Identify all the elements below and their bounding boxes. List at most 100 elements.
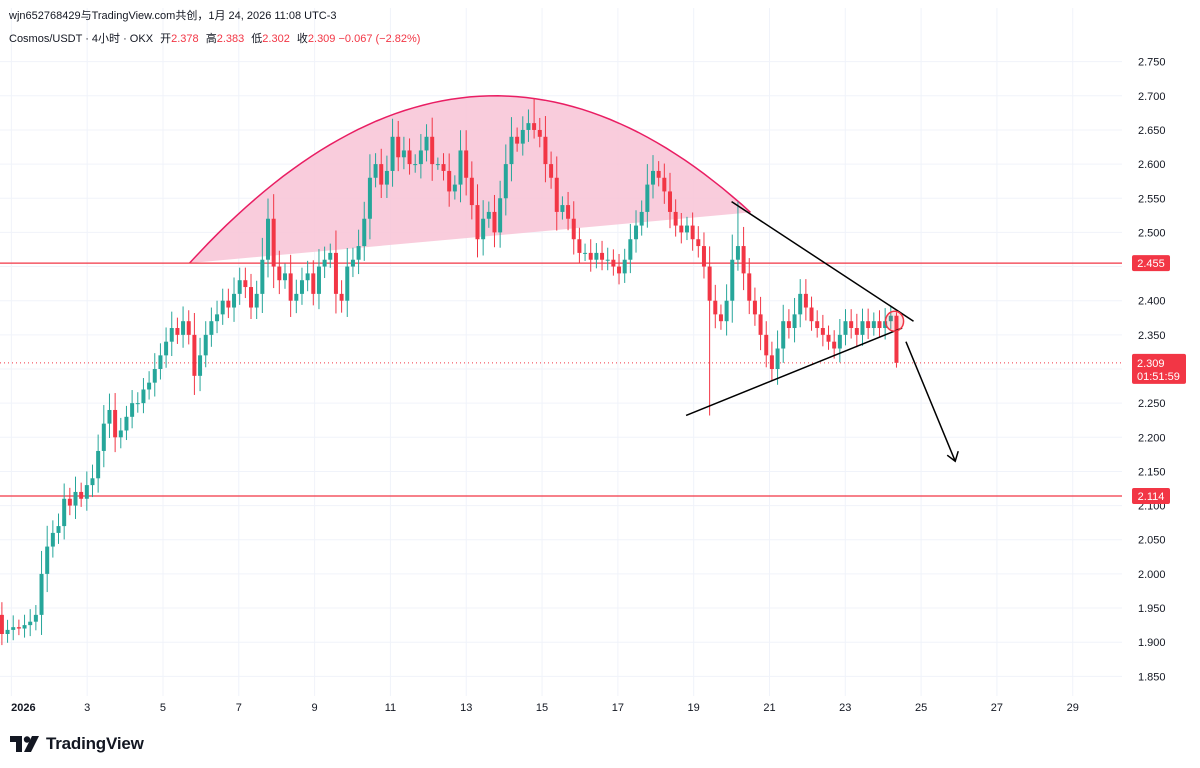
price-tick-label: 2.000 bbox=[1138, 569, 1166, 581]
candle-up bbox=[560, 205, 565, 212]
candle-up bbox=[282, 273, 287, 281]
candle-up bbox=[418, 150, 423, 165]
candle-up bbox=[215, 314, 220, 322]
candle-up bbox=[266, 218, 271, 260]
candle-up bbox=[424, 136, 429, 151]
candle-down bbox=[492, 211, 497, 233]
candle-down bbox=[577, 239, 582, 253]
time-axis[interactable]: 2026 3 5 7 9 11 13 15 17 19 21 23 25 27 29 bbox=[11, 702, 1079, 714]
candle-up bbox=[294, 293, 299, 301]
low-label: 低 bbox=[251, 33, 263, 45]
candle-up bbox=[5, 629, 10, 634]
candle-up bbox=[203, 334, 208, 356]
dome-outline bbox=[188, 95, 752, 264]
candle-down bbox=[611, 259, 616, 267]
candle-up bbox=[883, 321, 888, 329]
candle-up bbox=[322, 259, 327, 267]
triangle-upper-line bbox=[731, 201, 914, 322]
candle-up bbox=[198, 355, 203, 376]
breakdown-arrow-head bbox=[946, 450, 959, 463]
candle-down bbox=[679, 225, 684, 233]
time-tick-label: 17 bbox=[612, 702, 624, 714]
candle-up bbox=[50, 532, 55, 547]
candle-down bbox=[243, 280, 248, 288]
candle-down bbox=[447, 170, 452, 192]
price-line-label-bg bbox=[1132, 255, 1170, 272]
candle-up bbox=[651, 170, 656, 185]
time-tick-label: 3 bbox=[84, 702, 90, 714]
candle-down bbox=[469, 177, 474, 206]
candle-up bbox=[73, 491, 78, 506]
candle-down bbox=[271, 218, 276, 267]
time-tick-label: 19 bbox=[688, 702, 700, 714]
price-tick-label: 2.750 bbox=[1138, 57, 1166, 69]
candle-down bbox=[464, 150, 469, 178]
candle-up bbox=[254, 293, 259, 308]
price-tick-label: 2.100 bbox=[1138, 501, 1166, 513]
time-tick-label: 23 bbox=[839, 702, 851, 714]
drawing-annotations bbox=[685, 201, 959, 463]
candle-up bbox=[684, 225, 689, 233]
candle-down bbox=[747, 273, 752, 301]
candle-up bbox=[798, 293, 803, 315]
horizontal-lines bbox=[0, 262, 1122, 497]
candle-up bbox=[305, 273, 310, 281]
candle-up bbox=[316, 266, 321, 294]
candle-up bbox=[373, 164, 378, 178]
symbol-legend: Cosmos/USDT · 4小时 · OKX 开2.378 高2.383 低2… bbox=[9, 30, 420, 46]
candle-down bbox=[113, 409, 118, 438]
candle-down bbox=[758, 314, 763, 335]
candle-up bbox=[28, 621, 33, 626]
candle-up bbox=[628, 239, 633, 260]
candle-down bbox=[854, 328, 859, 335]
time-tick-label: 13 bbox=[460, 702, 472, 714]
price-tick-label: 2.550 bbox=[1138, 193, 1166, 205]
high-label: 高 bbox=[205, 33, 217, 45]
candle-up bbox=[101, 423, 106, 451]
price-tick-label: 2.650 bbox=[1138, 125, 1166, 137]
candle-down bbox=[288, 273, 293, 301]
candle-up bbox=[735, 246, 740, 260]
last-price-label: 2.309 bbox=[1137, 358, 1165, 370]
candle-up bbox=[837, 334, 842, 349]
candle-up bbox=[152, 369, 157, 383]
candle-down bbox=[441, 164, 446, 171]
candle-down bbox=[673, 211, 678, 226]
share-caption: wjn652768429与TradingView.com共创，1月 24, 20… bbox=[9, 10, 337, 22]
candle-down bbox=[588, 252, 593, 260]
candle-up bbox=[888, 315, 893, 322]
price-tick-label: 2.350 bbox=[1138, 330, 1166, 342]
candle-down bbox=[764, 334, 769, 356]
candle-down bbox=[0, 614, 4, 634]
candle-up bbox=[435, 164, 440, 166]
price-tick-label: 2.150 bbox=[1138, 466, 1166, 478]
candle-up bbox=[503, 164, 508, 199]
candle-up bbox=[39, 573, 44, 615]
candle-down bbox=[571, 218, 576, 240]
candle-down bbox=[832, 341, 837, 349]
tradingview-logo[interactable]: TradingView bbox=[10, 734, 144, 754]
candle-down bbox=[175, 328, 180, 335]
candle-down bbox=[667, 191, 672, 212]
candle-down bbox=[656, 170, 661, 178]
candle-down bbox=[866, 321, 871, 329]
price-line-label-bg bbox=[1132, 488, 1170, 505]
candle-up bbox=[730, 259, 735, 301]
price-axis[interactable]: 2.750 2.700 2.650 2.600 2.550 2.500 2.400 2.350… bbox=[1138, 57, 1166, 684]
candle-up bbox=[792, 314, 797, 329]
candle-up bbox=[724, 300, 729, 322]
candle-down bbox=[713, 300, 718, 315]
candle-up bbox=[22, 625, 27, 629]
candle-up bbox=[232, 293, 237, 308]
symbol-name[interactable]: Cosmos/USDT · 4小时 · OKX bbox=[9, 33, 154, 45]
candle-down bbox=[407, 150, 412, 165]
candle-up bbox=[260, 259, 265, 294]
candle-down bbox=[741, 246, 746, 274]
candle-down bbox=[786, 321, 791, 329]
price-line-label: 2.114 bbox=[1138, 491, 1165, 503]
candle-up bbox=[328, 252, 333, 260]
candle-down bbox=[554, 177, 559, 212]
candle-down bbox=[396, 136, 401, 158]
candle-up bbox=[645, 184, 650, 212]
